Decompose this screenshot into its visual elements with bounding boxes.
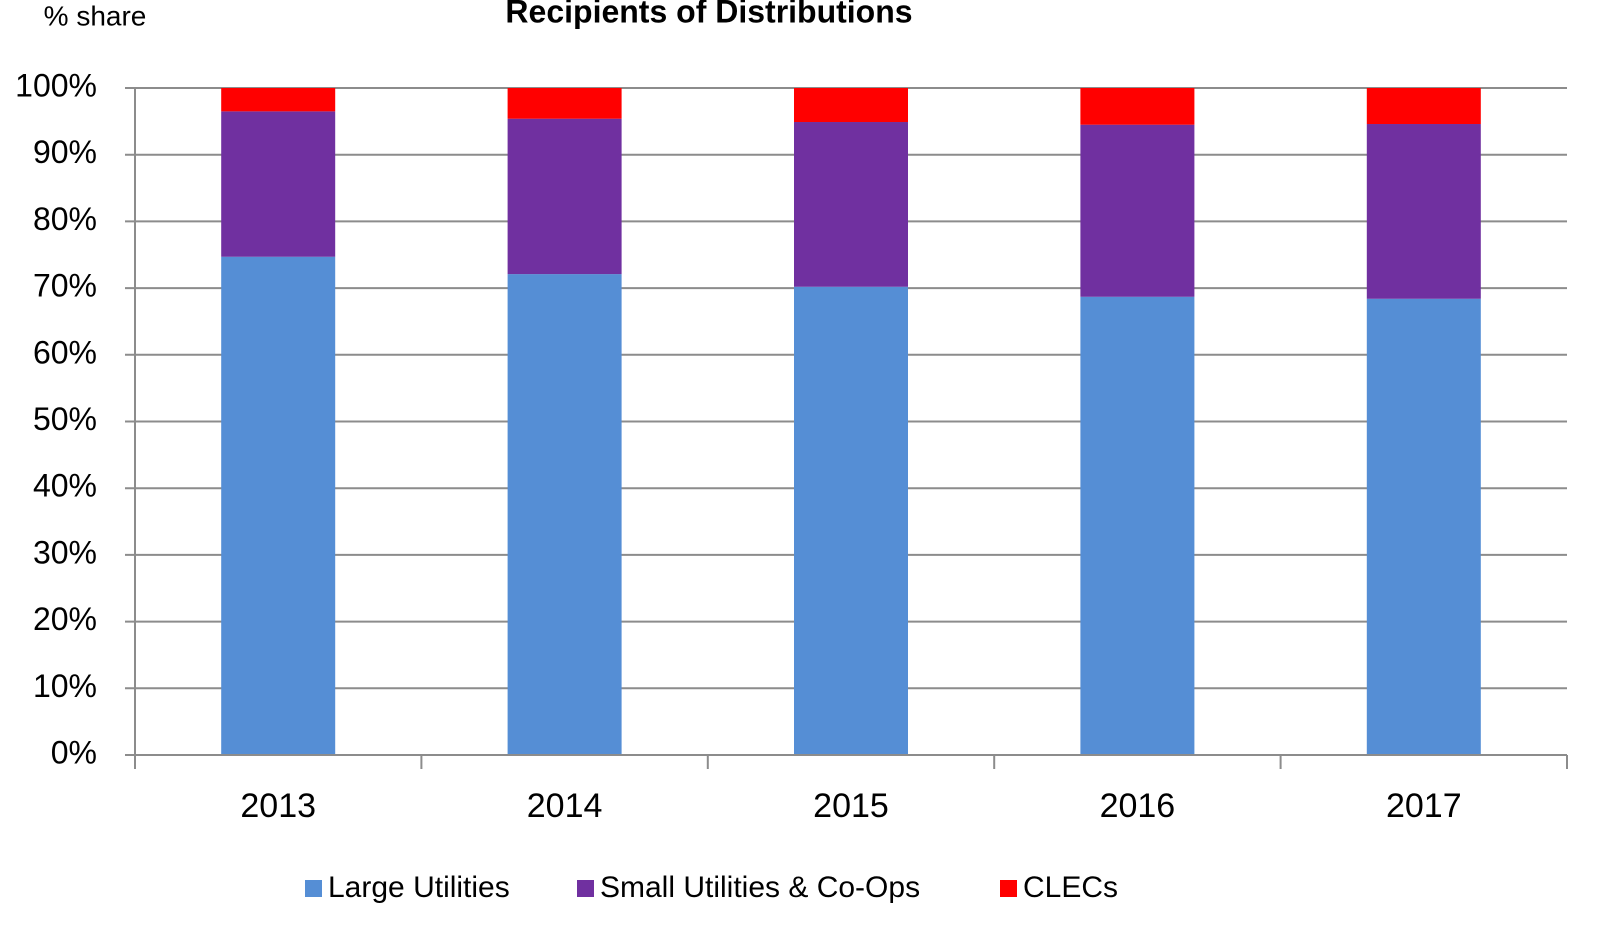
legend-label: Large Utilities (328, 871, 510, 904)
y-tick-label: 70% (33, 268, 97, 304)
legend-swatch (1000, 880, 1017, 897)
legend-swatch (305, 880, 322, 897)
x-tick-label: 2013 (240, 787, 316, 825)
bar-segment (221, 256, 336, 755)
chart-title: Recipients of Distributions (505, 0, 912, 29)
y-tick-label: 20% (33, 601, 97, 637)
x-tick-label: 2016 (1100, 787, 1176, 825)
bar-segment (1080, 124, 1195, 297)
bar-segment (507, 88, 622, 119)
bar-segment (221, 88, 336, 112)
x-tick-label: 2017 (1386, 787, 1462, 825)
bar-segment (794, 286, 908, 755)
legend-swatch (577, 880, 594, 897)
y-tick-label: 30% (33, 534, 97, 570)
bar-segment (1080, 88, 1195, 125)
bar-segment (794, 122, 908, 287)
y-tick-label: 0% (51, 734, 97, 770)
bar-segment (794, 88, 908, 123)
legend-label: Small Utilities & Co-Ops (600, 871, 920, 904)
bar-segment (1366, 124, 1481, 299)
bar-segment (1366, 298, 1481, 755)
x-tick-label: 2015 (813, 787, 889, 825)
y-tick-label: 50% (33, 401, 97, 437)
bar-segment (221, 111, 336, 257)
y-tick-label: 90% (33, 134, 97, 170)
bar-segment (507, 274, 622, 755)
legend-label: CLECs (1023, 871, 1118, 904)
bar-segment (1366, 88, 1481, 125)
y-tick-label: 100% (15, 67, 97, 103)
y-tick-label: 80% (33, 201, 97, 237)
y-tick-label: 60% (33, 334, 97, 370)
x-tick-label: 2014 (527, 787, 603, 825)
bar-segment (507, 118, 622, 275)
y-tick-label: 40% (33, 468, 97, 504)
y-tick-label: 10% (33, 668, 97, 704)
bar-segment (1080, 296, 1195, 755)
y-axis-label: % share (44, 0, 147, 31)
